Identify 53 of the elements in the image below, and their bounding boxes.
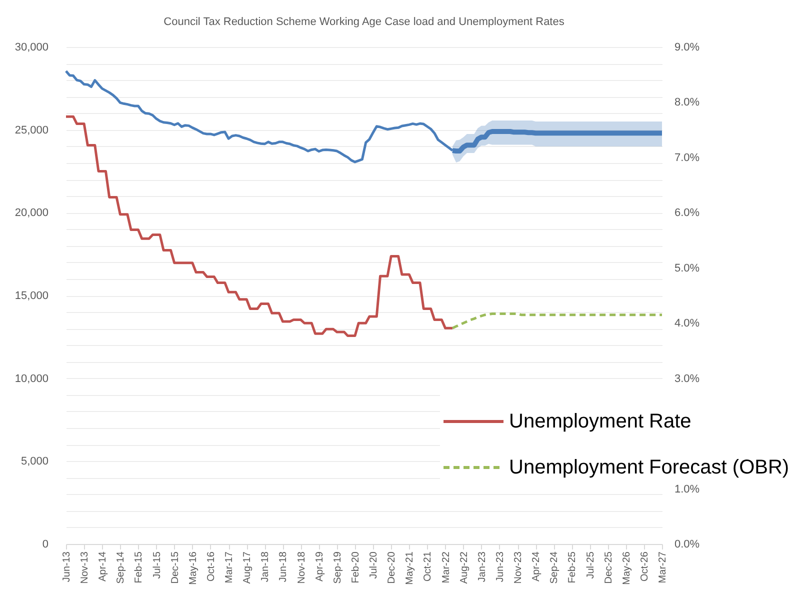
y2-tick-label: 1.0% (674, 483, 700, 496)
x-tick-label: Jul-15 (152, 551, 163, 579)
x-tick-label: Jul-20 (368, 551, 380, 579)
x-tick-label: Mar-27 (658, 551, 668, 584)
chart-title: Council Tax Reduction Scheme Working Age Case load and Unemployment Rates (164, 16, 565, 28)
x-tick-label: Oct-21 (422, 551, 434, 582)
x-tick-label: Dec-20 (386, 551, 398, 584)
x-tick-label: Apr-14 (98, 551, 109, 582)
x-tick-label: Aug-22 (458, 551, 470, 584)
x-tick-label: May-16 (188, 551, 199, 585)
y2-tick-label: 8.0% (674, 96, 700, 109)
y2-tick-label: 0.0% (674, 538, 700, 550)
x-tick-label: Jun-18 (278, 551, 290, 582)
y2-tick-label: 3.0% (674, 372, 700, 385)
y-tick-label: 20,000 (14, 207, 48, 220)
y2-tick-label: 5.0% (674, 262, 700, 274)
x-tick-label: Feb-25 (567, 551, 578, 584)
y2-tick-label: 9.0% (674, 42, 700, 54)
x-tick-label: Nov-18 (296, 551, 308, 584)
x-tick-label: Dec-15 (170, 551, 181, 584)
x-tick-label: May-21 (404, 551, 416, 585)
y2-tick-label: 6.0% (674, 207, 700, 220)
x-tick-label: Sep-14 (116, 551, 127, 584)
x-tick-label: Oct-26 (639, 551, 650, 582)
x-tick-label: Nov-23 (513, 551, 524, 584)
x-tick-label: Apr-24 (531, 551, 542, 582)
x-tick-label: Apr-19 (314, 551, 326, 582)
x-tick-label: Nov-13 (80, 551, 91, 584)
y2-tick-label: 7.0% (674, 152, 700, 164)
y-tick-label: 15,000 (14, 290, 48, 302)
x-tick-label: Aug-17 (242, 551, 254, 584)
x-tick-label: Sep-19 (332, 551, 344, 584)
y-tick-label: 5,000 (20, 456, 48, 468)
x-tick-label: Feb-15 (134, 551, 145, 584)
y-tick-label: 0 (42, 538, 48, 550)
x-tick-label: Jun-13 (62, 551, 72, 582)
x-tick-label: Jan-18 (260, 551, 272, 582)
x-tick-label: Jun-23 (494, 551, 506, 582)
x-tick-label: Mar-17 (224, 551, 236, 584)
x-tick-label: Jul-25 (585, 551, 596, 579)
y-tick-label: 30,000 (14, 42, 48, 54)
x-tick-label: Sep-24 (549, 551, 560, 584)
x-tick-label: May-26 (621, 551, 632, 585)
y2-tick-label: 4.0% (674, 318, 700, 330)
x-tick-label: Oct-16 (206, 551, 217, 582)
legend-label: Unemployment Forecast (OBR) (509, 456, 790, 478)
x-tick-label: Dec-25 (603, 551, 614, 584)
y-tick-label: 10,000 (14, 372, 48, 385)
x-tick-label: Mar-22 (440, 551, 452, 584)
y-tick-label: 25,000 (14, 124, 48, 136)
x-tick-label: Feb-20 (350, 551, 362, 584)
x-tick-label: Jan-23 (476, 551, 488, 582)
legend-label: Unemployment Rate (509, 410, 692, 432)
